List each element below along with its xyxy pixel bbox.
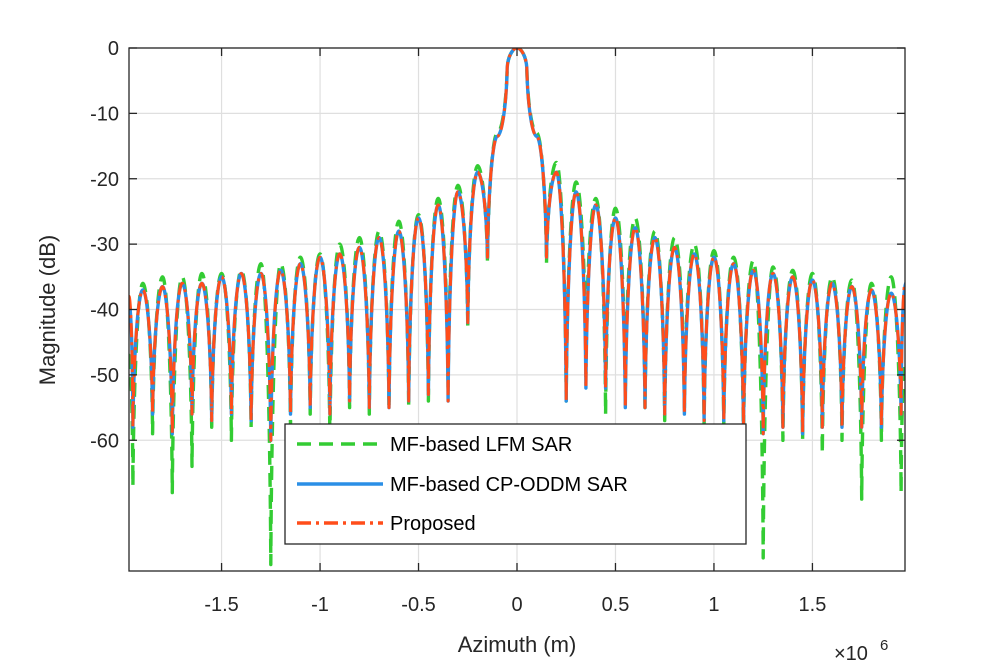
legend-label: MF-based LFM SAR xyxy=(390,434,572,456)
ticks xyxy=(129,47,905,571)
legend-label: MF-based CP-ODDM SAR xyxy=(390,474,628,496)
y-tick-label: -50 xyxy=(90,365,119,387)
x-tick-label: 0 xyxy=(511,594,522,616)
x-tick-labels: -1.5 -1 -0.5 0 0.5 1 1.5 xyxy=(204,594,826,616)
x-exponent-power: 6 xyxy=(880,637,888,654)
legend-entry: MF-based LFM SAR xyxy=(297,434,572,456)
y-tick-label: -40 xyxy=(90,300,119,322)
series-group xyxy=(129,48,905,567)
x-axis-label: Azimuth (m) xyxy=(458,632,577,657)
x-tick-label: 1 xyxy=(708,594,719,616)
y-tick-labels: 0 -10 -20 -30 -40 -50 -60 xyxy=(90,38,119,452)
legend-label: Proposed xyxy=(390,513,476,535)
series-line-2 xyxy=(129,48,905,442)
legend: MF-based LFM SAR MF-based CP-ODDM SAR Prop… xyxy=(284,423,747,545)
y-tick-label: -60 xyxy=(90,430,119,452)
x-tick-label: 0.5 xyxy=(602,594,630,616)
y-tick-label: -10 xyxy=(90,103,119,125)
x-exponent-label: ×10 6 xyxy=(834,637,888,665)
y-tick-label: -20 xyxy=(90,169,119,191)
x-exponent-base: ×10 xyxy=(834,643,868,665)
legend-entry: Proposed xyxy=(297,513,476,535)
x-tick-label: -1.5 xyxy=(204,594,238,616)
legend-entries: MF-based LFM SAR MF-based CP-ODDM SAR Prop… xyxy=(297,434,628,535)
legend-entry: MF-based CP-ODDM SAR xyxy=(297,474,628,496)
y-tick-label: -30 xyxy=(90,234,119,256)
x-tick-label: 1.5 xyxy=(799,594,827,616)
x-tick-label: -1 xyxy=(311,594,329,616)
x-tick-label: -0.5 xyxy=(401,594,435,616)
y-tick-label: 0 xyxy=(108,38,119,60)
y-axis-label: Magnitude (dB) xyxy=(35,235,60,385)
